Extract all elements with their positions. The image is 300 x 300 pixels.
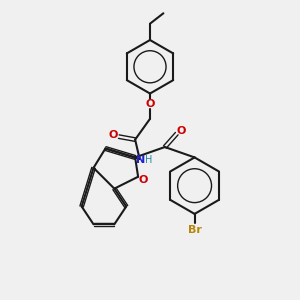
Text: Br: Br [188, 225, 202, 235]
Text: H: H [146, 155, 153, 165]
Text: N: N [136, 155, 146, 165]
Text: O: O [176, 126, 186, 136]
Text: O: O [109, 130, 118, 140]
Text: O: O [145, 99, 155, 109]
Text: O: O [139, 175, 148, 185]
